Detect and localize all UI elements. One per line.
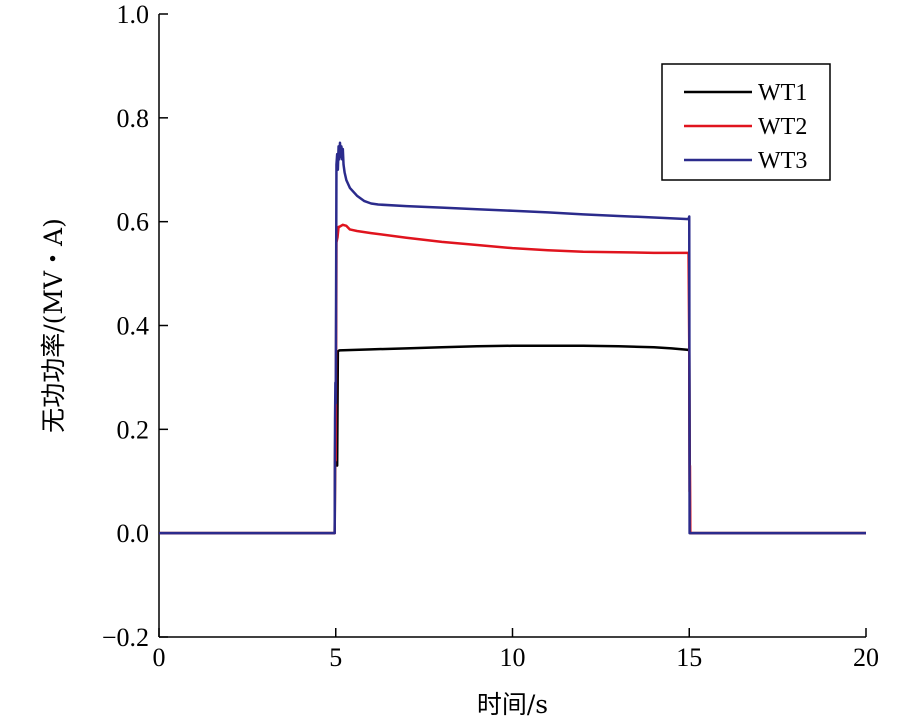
x-tick-label: 10 <box>500 643 526 672</box>
x-tick-label: 15 <box>676 643 702 672</box>
series-line-wt1 <box>159 344 866 535</box>
x-axis-label: 时间/s <box>477 690 548 719</box>
y-tick-label: 0.8 <box>117 104 150 133</box>
series-line-wt3 <box>159 141 866 535</box>
y-tick-label: 0.2 <box>117 415 150 444</box>
chart-axes: 0 5 10 15 20 −0.2 0.0 0.2 0.4 0.6 0.8 1.0 <box>102 0 879 672</box>
x-tick-label: 20 <box>853 643 879 672</box>
chart-legend: WT1 WT2 WT3 <box>661 63 831 181</box>
series-line-wt2 <box>159 223 866 535</box>
y-tick-label: −0.2 <box>102 623 149 652</box>
y-tick-label: 0.4 <box>117 312 150 341</box>
legend-label-wt3: WT3 <box>758 148 807 174</box>
legend-label-wt2: WT2 <box>758 114 807 140</box>
y-tick-label: 1.0 <box>117 0 150 29</box>
x-tick-label: 5 <box>329 643 342 672</box>
y-axis-label: 无功功率/(MV・A) <box>39 218 68 433</box>
y-tick-label: 0.0 <box>117 519 150 548</box>
y-tick-label: 0.6 <box>117 208 150 237</box>
chart-series-layer <box>159 141 866 535</box>
x-tick-label: 0 <box>153 643 166 672</box>
legend-label-wt1: WT1 <box>758 80 807 106</box>
